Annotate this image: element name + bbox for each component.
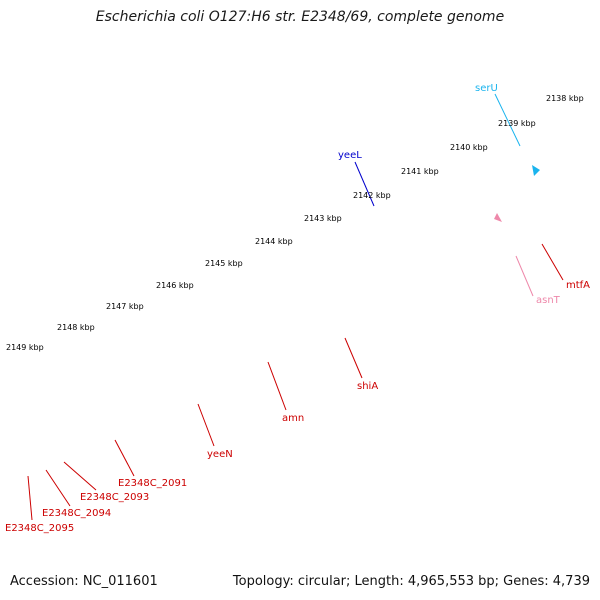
ruler-label-2140: 2140 kbp [450,143,488,152]
gene-asnt-marker [494,213,502,222]
leader-asnt [515,255,534,297]
ruler-label-2146: 2146 kbp [156,281,194,290]
leader-yeel [354,161,375,207]
leader-yeen [197,403,215,447]
gene-label-e2348c-2091: E2348C_2091 [118,478,187,489]
gene-label-mtfa: mtfA [566,280,590,291]
gene-label-yeel: yeeL [338,150,362,161]
gene-seru-marker [532,165,540,176]
topology-text: Topology: circular; Length: 4,965,553 bp… [232,574,590,589]
accession-text: Accession: NC_011601 [10,574,158,589]
leader-2091 [114,439,135,477]
page-title: Escherichia coli O127:H6 str. E2348/69, … [95,9,505,25]
gene-label-e2348c-2095: E2348C_2095 [5,523,74,534]
ruler-label-2142: 2142 kbp [353,191,391,200]
gene-label-seru: serU [475,83,498,94]
ruler-label-2138: 2138 kbp [546,94,584,103]
ruler-label-2145: 2145 kbp [205,259,243,268]
gene-labels: serU yeeL mtfA asnT shiA amn yeeN E2348C… [5,83,590,534]
gene-label-e2348c-2094: E2348C_2094 [42,508,111,519]
leader-mtfa [541,243,564,281]
ruler-label-2149: 2149 kbp [6,343,44,352]
gene-label-yeen: yeeN [207,449,233,460]
gene-features [494,165,540,222]
leader-shia [344,337,363,379]
leader-amn [267,361,287,411]
ruler-label-2147: 2147 kbp [106,302,144,311]
leader-seru [494,93,521,147]
leader-2093 [63,461,97,491]
label-leaders [27,93,564,521]
gene-label-shia: shiA [357,381,378,392]
ruler-label-2139: 2139 kbp [498,119,536,128]
leader-2095 [27,475,33,521]
gene-label-amn: amn [282,413,304,424]
ruler-label-2148: 2148 kbp [57,323,95,332]
ruler-label-2141: 2141 kbp [401,167,439,176]
ruler-labels: 2138 kbp 2139 kbp 2140 kbp 2141 kbp 2142… [6,94,584,352]
ruler-label-2144: 2144 kbp [255,237,293,246]
gene-label-asnt: asnT [536,295,561,306]
leader-2094 [45,469,71,507]
gene-label-e2348c-2093: E2348C_2093 [80,492,149,503]
ruler-label-2143: 2143 kbp [304,214,342,223]
